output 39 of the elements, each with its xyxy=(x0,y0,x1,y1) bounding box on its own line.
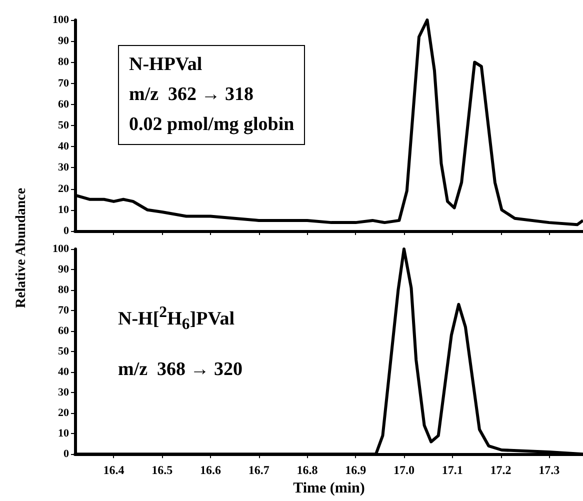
y-tick-label: 20 xyxy=(58,182,70,195)
y-tick-label: 40 xyxy=(58,366,70,378)
x-tick-label: 16.9 xyxy=(345,463,366,478)
x-tick-label: 16.8 xyxy=(296,463,318,478)
annotation: 0.02 pmol/mg globin xyxy=(129,113,294,137)
y-tick-label: 60 xyxy=(58,325,70,338)
x-tick-label: 17.1 xyxy=(442,463,463,478)
annotation: N-H[$^{2}$H$_{6}$]PVal xyxy=(118,303,236,336)
y-tick-label: 100 xyxy=(52,14,70,26)
x-tick-label: 17.3 xyxy=(538,463,560,478)
y-tick-label: 40 xyxy=(58,140,70,153)
y-tick-label: 70 xyxy=(58,77,70,90)
x-tick-label: 16.6 xyxy=(200,463,221,478)
y-tick-label: 50 xyxy=(58,346,70,358)
x-tick-label: 17.0 xyxy=(393,463,414,478)
y-tick-label: 30 xyxy=(58,162,70,174)
y-tick-label: 20 xyxy=(58,407,70,420)
annotation: N-HPVal xyxy=(129,53,204,77)
annotation: m/z 368 → 320 xyxy=(118,358,243,382)
annotation: m/z 362 → 318 xyxy=(129,83,255,107)
y-tick-label: 100 xyxy=(52,243,70,255)
x-tick-label: 16.4 xyxy=(103,463,124,478)
x-tick-label: 16.5 xyxy=(152,463,173,478)
y-tick-label: 90 xyxy=(58,264,70,276)
y-tick-label: 0 xyxy=(64,225,70,237)
y-tick-label: 30 xyxy=(58,386,70,399)
y-tick-label: 10 xyxy=(58,428,70,440)
y-tick-label: 80 xyxy=(58,284,70,296)
x-tick-label: 17.2 xyxy=(490,463,512,478)
y-tick-label: 0 xyxy=(64,448,70,460)
y-tick-label: 70 xyxy=(58,304,70,317)
y-tick-label: 60 xyxy=(58,98,70,110)
y-axis-title: Relative Abundance xyxy=(14,186,30,310)
y-tick-label: 90 xyxy=(58,35,70,48)
y-tick-label: 10 xyxy=(58,204,70,216)
x-axis-title: Time (min) xyxy=(293,480,365,496)
y-tick-label: 80 xyxy=(58,56,70,68)
y-tick-label: 50 xyxy=(58,120,70,132)
x-tick-label: 16.7 xyxy=(248,463,270,478)
